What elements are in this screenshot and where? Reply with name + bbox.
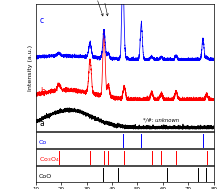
- Text: */#: unknown: */#: unknown: [143, 118, 179, 123]
- Text: CoO: CoO: [39, 174, 52, 179]
- Text: Co: Co: [39, 140, 47, 145]
- Text: 111: 111: [90, 0, 103, 16]
- Y-axis label: Intensity (a.u.): Intensity (a.u.): [28, 44, 33, 91]
- Text: c: c: [40, 16, 44, 25]
- Text: 311: 311: [99, 0, 108, 16]
- Text: Co$_3$O$_4$: Co$_3$O$_4$: [39, 155, 59, 164]
- Text: a: a: [40, 119, 44, 128]
- Text: b: b: [40, 87, 45, 96]
